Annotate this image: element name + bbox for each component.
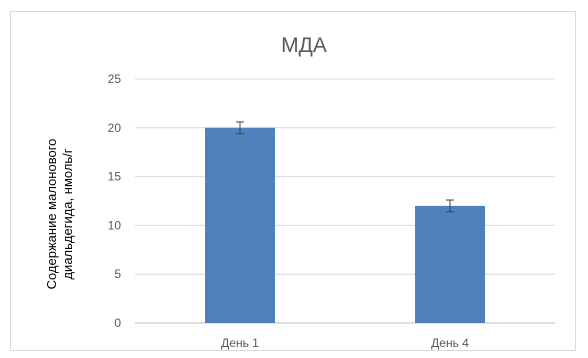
x-tick-label-1: День 1 xyxy=(221,336,259,350)
y-tick-label-2: 10 xyxy=(108,218,122,232)
y-axis-title-line-2: диальдегида, нмоль/г xyxy=(60,148,75,279)
bar-1 xyxy=(205,127,275,323)
y-tick-label-1: 5 xyxy=(114,267,121,281)
x-tick-label-2: День 4 xyxy=(431,336,469,350)
y-axis-title-line-1: Содержание малонового xyxy=(44,139,59,290)
y-axis-title: Содержание малонового диальдегида, нмоль… xyxy=(44,139,75,290)
y-tick-label-5: 25 xyxy=(108,72,122,86)
chart-title: МДА xyxy=(281,34,327,57)
y-tick-label-3: 15 xyxy=(108,170,122,184)
y-tick-label-0: 0 xyxy=(114,316,121,330)
y-tick-label-4: 20 xyxy=(108,121,122,135)
bar-2 xyxy=(415,205,485,323)
plot-area: 0 5 10 15 20 25 День 1 День 4 xyxy=(108,72,555,350)
